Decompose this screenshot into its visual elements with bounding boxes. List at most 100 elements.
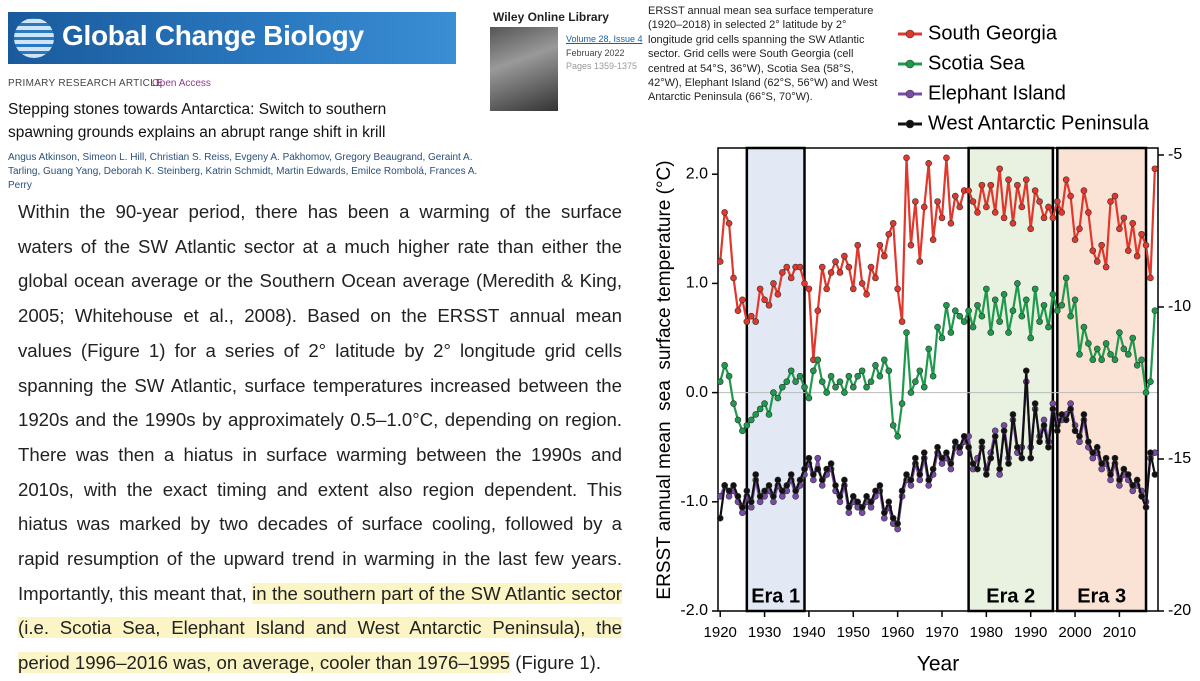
data-point [783, 263, 791, 271]
data-point [1124, 351, 1132, 358]
article-type: PRIMARY RESEARCH ARTICLE [8, 78, 164, 89]
data-point [823, 465, 830, 473]
data-point [1098, 356, 1105, 364]
data-point [832, 258, 839, 265]
data-point [881, 356, 888, 364]
data-point [1129, 487, 1137, 495]
journal-banner[interactable]: Global Change Biology [8, 12, 456, 64]
data-point [1031, 285, 1039, 293]
data-point [1089, 454, 1097, 462]
data-point [1080, 323, 1088, 331]
data-point [1062, 176, 1070, 183]
data-point [858, 367, 866, 375]
data-point [943, 154, 950, 162]
data-point [974, 465, 981, 473]
data-point [925, 482, 932, 489]
data-point [818, 263, 826, 271]
x-tick-label: 1970 [925, 624, 958, 641]
data-point [885, 367, 893, 375]
data-point [1138, 493, 1145, 500]
data-point [743, 487, 751, 495]
data-point [756, 285, 764, 293]
data-point [1027, 454, 1035, 462]
data-point [854, 498, 862, 506]
data-point [827, 372, 835, 380]
data-point [929, 465, 937, 473]
data-point [1142, 389, 1150, 396]
data-point [983, 471, 990, 478]
data-point [1054, 427, 1061, 435]
data-point [823, 389, 830, 396]
data-point [1116, 482, 1123, 489]
x-tick-label: 1950 [837, 624, 870, 641]
data-point [1138, 230, 1145, 238]
data-point [1036, 438, 1043, 446]
data-point [1000, 422, 1008, 429]
data-point [920, 203, 928, 211]
data-point [969, 460, 977, 467]
data-point [716, 514, 724, 522]
data-point [1049, 291, 1057, 298]
data-point [1124, 247, 1132, 254]
data-point [774, 394, 782, 402]
data-point [1133, 252, 1141, 260]
author-list[interactable]: Angus Atkinson, Simeon L. Hill, Christia… [8, 152, 478, 191]
data-point [951, 307, 959, 315]
data-point [991, 432, 999, 440]
data-point [943, 301, 950, 309]
data-point [872, 362, 879, 369]
data-point [1040, 301, 1048, 309]
data-point [752, 411, 760, 418]
data-point [1005, 176, 1012, 183]
data-point [770, 493, 777, 500]
library-name: Wiley Online Library [493, 10, 609, 24]
data-point [889, 220, 897, 227]
data-point [991, 296, 999, 304]
data-point [805, 454, 813, 462]
data-point [1014, 181, 1021, 189]
issue-date: February 2022 [566, 48, 625, 58]
data-point [916, 367, 924, 375]
data-point [747, 503, 755, 511]
data-point [818, 476, 826, 484]
data-point [832, 383, 839, 391]
data-point [1000, 291, 1008, 298]
data-point [761, 400, 768, 407]
data-point [1058, 411, 1066, 418]
data-point [832, 482, 839, 489]
data-point [1058, 209, 1066, 216]
data-point [1151, 471, 1159, 478]
data-point [938, 214, 946, 222]
data-point [1067, 405, 1074, 413]
cover-image[interactable] [490, 27, 558, 111]
data-point [787, 367, 795, 375]
data-point [779, 269, 786, 276]
data-point [1036, 198, 1043, 205]
data-point [1049, 400, 1057, 407]
data-point [907, 476, 915, 484]
data-point [912, 378, 919, 385]
page-range: Pages 1359-1375 [566, 61, 638, 71]
data-point [978, 312, 986, 320]
volume-link[interactable]: Volume 28, Issue 4 [566, 34, 643, 44]
y2-tick-label: -10 [1168, 298, 1191, 315]
x-tick-label: 1980 [970, 624, 1003, 641]
data-point [991, 209, 999, 216]
data-point [1067, 192, 1074, 200]
data-point [974, 209, 981, 216]
data-point [770, 280, 777, 287]
data-point [863, 291, 870, 298]
data-point [1085, 209, 1092, 216]
data-point [739, 509, 746, 517]
data-point [1071, 296, 1079, 304]
data-point [765, 411, 773, 418]
data-point [734, 493, 742, 500]
data-point [1102, 340, 1110, 347]
y-tick-label: 0.0 [686, 384, 708, 401]
data-point [845, 509, 853, 517]
journal-name: Global Change Biology [62, 20, 364, 51]
data-point [770, 389, 777, 396]
era-label: Era 2 [986, 585, 1035, 607]
data-point [1147, 378, 1154, 385]
data-point [1054, 198, 1061, 205]
